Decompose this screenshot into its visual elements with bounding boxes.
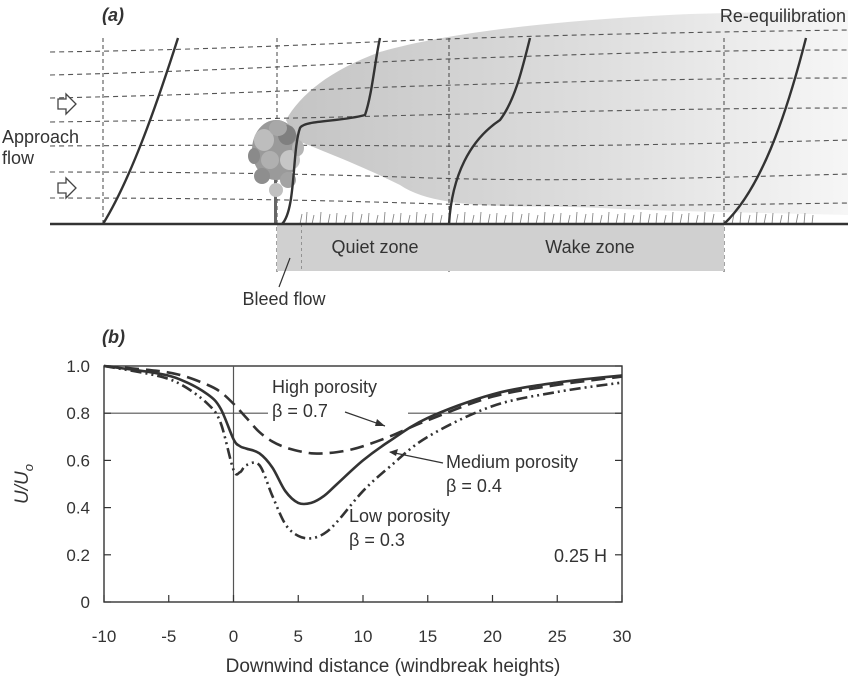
x-tick-label: -5 xyxy=(161,627,176,646)
series-line-2 xyxy=(103,364,623,506)
approach-arrow-icon xyxy=(57,92,77,116)
x-tick-label: 0 xyxy=(229,627,238,646)
approach-arrow-icon xyxy=(57,176,77,200)
y-tick-label: 0.2 xyxy=(66,546,90,565)
x-tick-label: 25 xyxy=(548,627,567,646)
medium-porosity-label: Medium porosity xyxy=(446,452,578,472)
high-porosity-arrowhead xyxy=(375,419,385,426)
high-porosity-label: High porosity xyxy=(272,377,377,397)
quiet-zone-label: Quiet zone xyxy=(331,237,418,257)
x-axis-title: Downwind distance (windbreak heights) xyxy=(226,656,561,677)
low-porosity-label: β = 0.3 xyxy=(349,530,405,550)
velocity-profile xyxy=(447,37,532,225)
velocity-profile xyxy=(281,37,382,225)
x-tick-label: 30 xyxy=(613,627,632,646)
approach-flow-label: Approach flow xyxy=(2,127,84,168)
medium-porosity-pointer xyxy=(389,451,444,464)
streamline xyxy=(49,139,849,147)
x-tick-label: 5 xyxy=(294,627,303,646)
grass xyxy=(299,211,814,225)
velocity-profile xyxy=(723,37,808,225)
medium-porosity-label: β = 0.4 xyxy=(446,476,502,496)
bleed-zone xyxy=(277,224,302,271)
panel-b-label: (b) xyxy=(102,327,125,347)
approach-flow-line: Approach xyxy=(2,127,79,147)
velocity-profiles xyxy=(101,37,808,225)
profile-stations xyxy=(102,38,725,272)
panel-a-label: (a) xyxy=(102,5,124,25)
high-porosity-label: β = 0.7 xyxy=(272,401,328,421)
chart-plot-area: -10 -5 0 5 10 15 20 25 30 0 0.2 0.4 0.6 0.8 1.0 Downwin… xyxy=(12,357,631,677)
wake-plume xyxy=(286,10,848,215)
panel-a: (a) xyxy=(2,5,849,309)
approach-flow-line: flow xyxy=(2,148,35,168)
bleed-flow-pointer xyxy=(278,257,291,288)
x-tick-label: 20 xyxy=(483,627,502,646)
velocity-profile xyxy=(101,37,180,225)
plot-frame xyxy=(103,365,623,603)
x-tick-label: 10 xyxy=(354,627,373,646)
bleed-flow-label: Bleed flow xyxy=(242,289,326,309)
y-tick-label: 0.6 xyxy=(66,451,90,470)
series-line-1 xyxy=(103,364,623,455)
y-tick-label: 0 xyxy=(81,593,90,612)
y-axis-title: U/Uo xyxy=(12,464,36,504)
height-label: 0.25 H xyxy=(554,546,607,566)
x-tick-label: 15 xyxy=(418,627,437,646)
streamline xyxy=(49,49,849,76)
wake-zone-label: Wake zone xyxy=(545,237,634,257)
quiet-zone xyxy=(302,224,449,271)
y-tick-label: 0.4 xyxy=(66,499,90,518)
y-tick-label: 1.0 xyxy=(66,357,90,376)
streamline xyxy=(49,77,849,99)
streamline xyxy=(49,29,849,53)
windbreak-tree-icon xyxy=(248,120,304,224)
medium-porosity-arrowhead xyxy=(389,449,398,456)
x-tick-label: -10 xyxy=(92,627,117,646)
streamline xyxy=(49,107,849,123)
y-tick-label: 0.8 xyxy=(66,404,90,423)
streamline xyxy=(49,171,849,181)
reequilibration-label: Re-equilibration xyxy=(720,6,846,26)
streamlines xyxy=(49,29,849,207)
panel-b: (b) -10 -5 0 5 10 15 20 25 30 0 0.2 0.4 0.6 0.8 1.0 Dow… xyxy=(12,327,631,677)
low-porosity-label: Low porosity xyxy=(349,506,450,526)
wake-zone xyxy=(449,224,724,271)
streamline xyxy=(49,197,849,207)
